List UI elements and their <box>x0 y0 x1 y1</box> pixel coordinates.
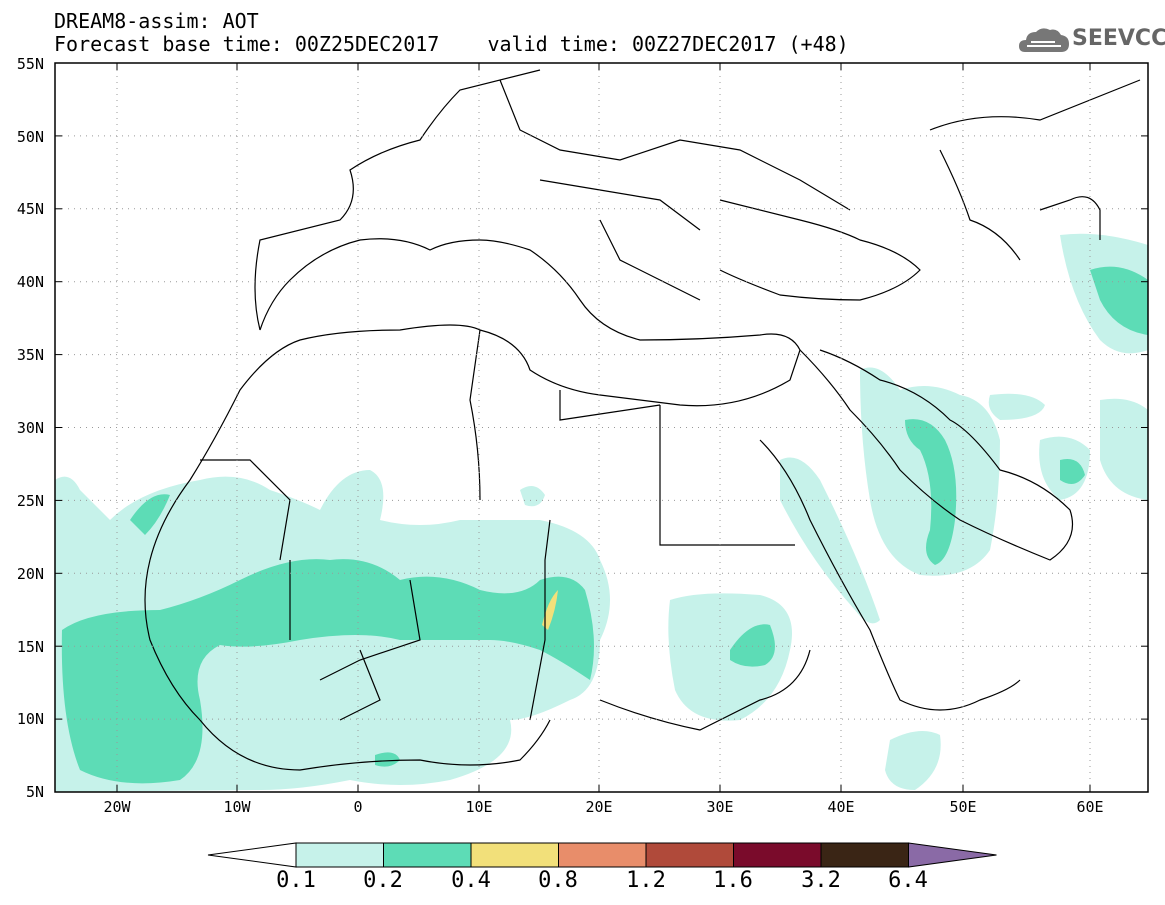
lon-label: 20W <box>103 798 131 816</box>
lat-label: 40N <box>16 273 44 291</box>
map-title: DREAM8-assim: AOT <box>54 9 259 33</box>
cloud-icon <box>1019 28 1069 52</box>
lat-label: 25N <box>16 492 44 510</box>
aot-band-high <box>542 590 558 630</box>
lon-label: 40E <box>827 798 855 816</box>
colorbar-label: 1.6 <box>713 868 753 893</box>
map-subtitle: Forecast base time: 00Z25DEC2017 valid t… <box>54 32 849 56</box>
lon-label: 30E <box>706 798 734 816</box>
lat-label: 55N <box>16 55 44 73</box>
lon-label: 50E <box>949 798 977 816</box>
brand-logo-text: SEEVCCC <box>1072 26 1165 51</box>
axis-ticks <box>55 62 1148 793</box>
lat-label: 30N <box>16 419 44 437</box>
lat-label: 15N <box>16 638 44 656</box>
aot-band-light <box>55 233 1148 792</box>
lat-label: 35N <box>16 346 44 364</box>
lon-label: 20E <box>585 798 613 816</box>
colorbar-label: 0.8 <box>538 868 578 893</box>
lon-label: 10E <box>465 798 493 816</box>
lat-label: 5N <box>25 783 44 801</box>
colorbar-label: 6.4 <box>888 868 928 893</box>
colorbar-label: 0.1 <box>276 868 316 893</box>
lon-label: 0 <box>353 798 363 816</box>
lon-label: 60E <box>1076 798 1104 816</box>
aot-band-medium <box>61 266 1148 784</box>
lat-label: 10N <box>16 710 44 728</box>
colorbar-label: 0.4 <box>451 868 491 893</box>
lat-label: 45N <box>16 200 44 218</box>
lat-label: 50N <box>16 128 44 146</box>
colorbar-label: 3.2 <box>801 868 841 893</box>
lat-label: 20N <box>16 565 44 583</box>
colorbar-label: 1.2 <box>626 868 666 893</box>
lon-label: 10W <box>223 798 251 816</box>
colorbar-label: 0.2 <box>363 868 403 893</box>
coastlines <box>144 69 1141 771</box>
